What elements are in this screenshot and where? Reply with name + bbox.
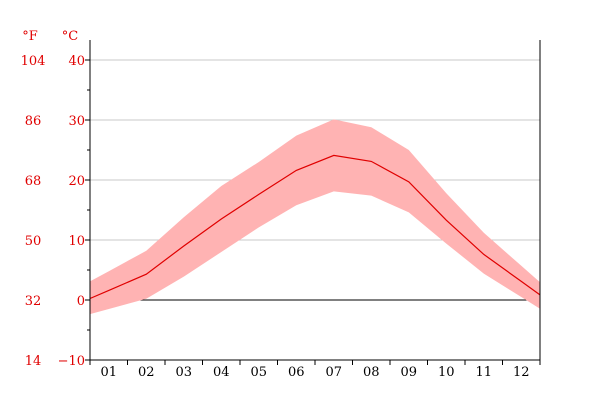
y-tick-label-fahrenheit: 68 <box>25 174 42 189</box>
temperature-range-band <box>90 119 540 315</box>
y-tick-label-fahrenheit: 14 <box>25 354 42 369</box>
y-tick-label-fahrenheit: 104 <box>21 54 46 69</box>
mean-temperature-polyline <box>89 154 541 300</box>
x-tick-label-month: 08 <box>363 365 380 380</box>
y-tick-label-fahrenheit: 86 <box>25 114 42 129</box>
x-tick-label-month: 06 <box>288 365 305 380</box>
mean-temperature-line <box>89 154 541 300</box>
x-tick-label-month: 01 <box>100 365 117 380</box>
x-tick-label-month: 11 <box>475 365 492 380</box>
y-tick-label-celsius: −10 <box>58 354 85 369</box>
y-tick-label-celsius: 40 <box>68 54 85 69</box>
x-tick-label-month: 12 <box>513 365 530 380</box>
y-tick-label-fahrenheit: 50 <box>25 234 42 249</box>
y-tick-label-fahrenheit: 32 <box>25 294 42 309</box>
x-tick-label-month: 04 <box>213 365 230 380</box>
y-tick-label-celsius: 20 <box>68 174 85 189</box>
temperature-band-area <box>90 119 540 315</box>
x-tick-label-month: 07 <box>325 365 342 380</box>
x-tick-label-month: 09 <box>400 365 417 380</box>
axis-labels: °F °C 40 104 30 86 20 68 10 50 0 32 −10 14 01 02 03 04 05 0… <box>21 29 530 380</box>
x-tick-label-month: 03 <box>175 365 192 380</box>
x-tick-label-month: 10 <box>438 365 455 380</box>
x-tick-label-month: 02 <box>138 365 155 380</box>
fahrenheit-unit-label: °F <box>22 29 38 44</box>
y-tick-label-celsius: 10 <box>68 234 85 249</box>
y-tick-label-celsius: 30 <box>68 114 85 129</box>
x-tick-label-month: 05 <box>250 365 267 380</box>
y-tick-label-celsius: 0 <box>77 294 85 309</box>
axes <box>85 40 541 365</box>
celsius-unit-label: °C <box>62 29 79 44</box>
